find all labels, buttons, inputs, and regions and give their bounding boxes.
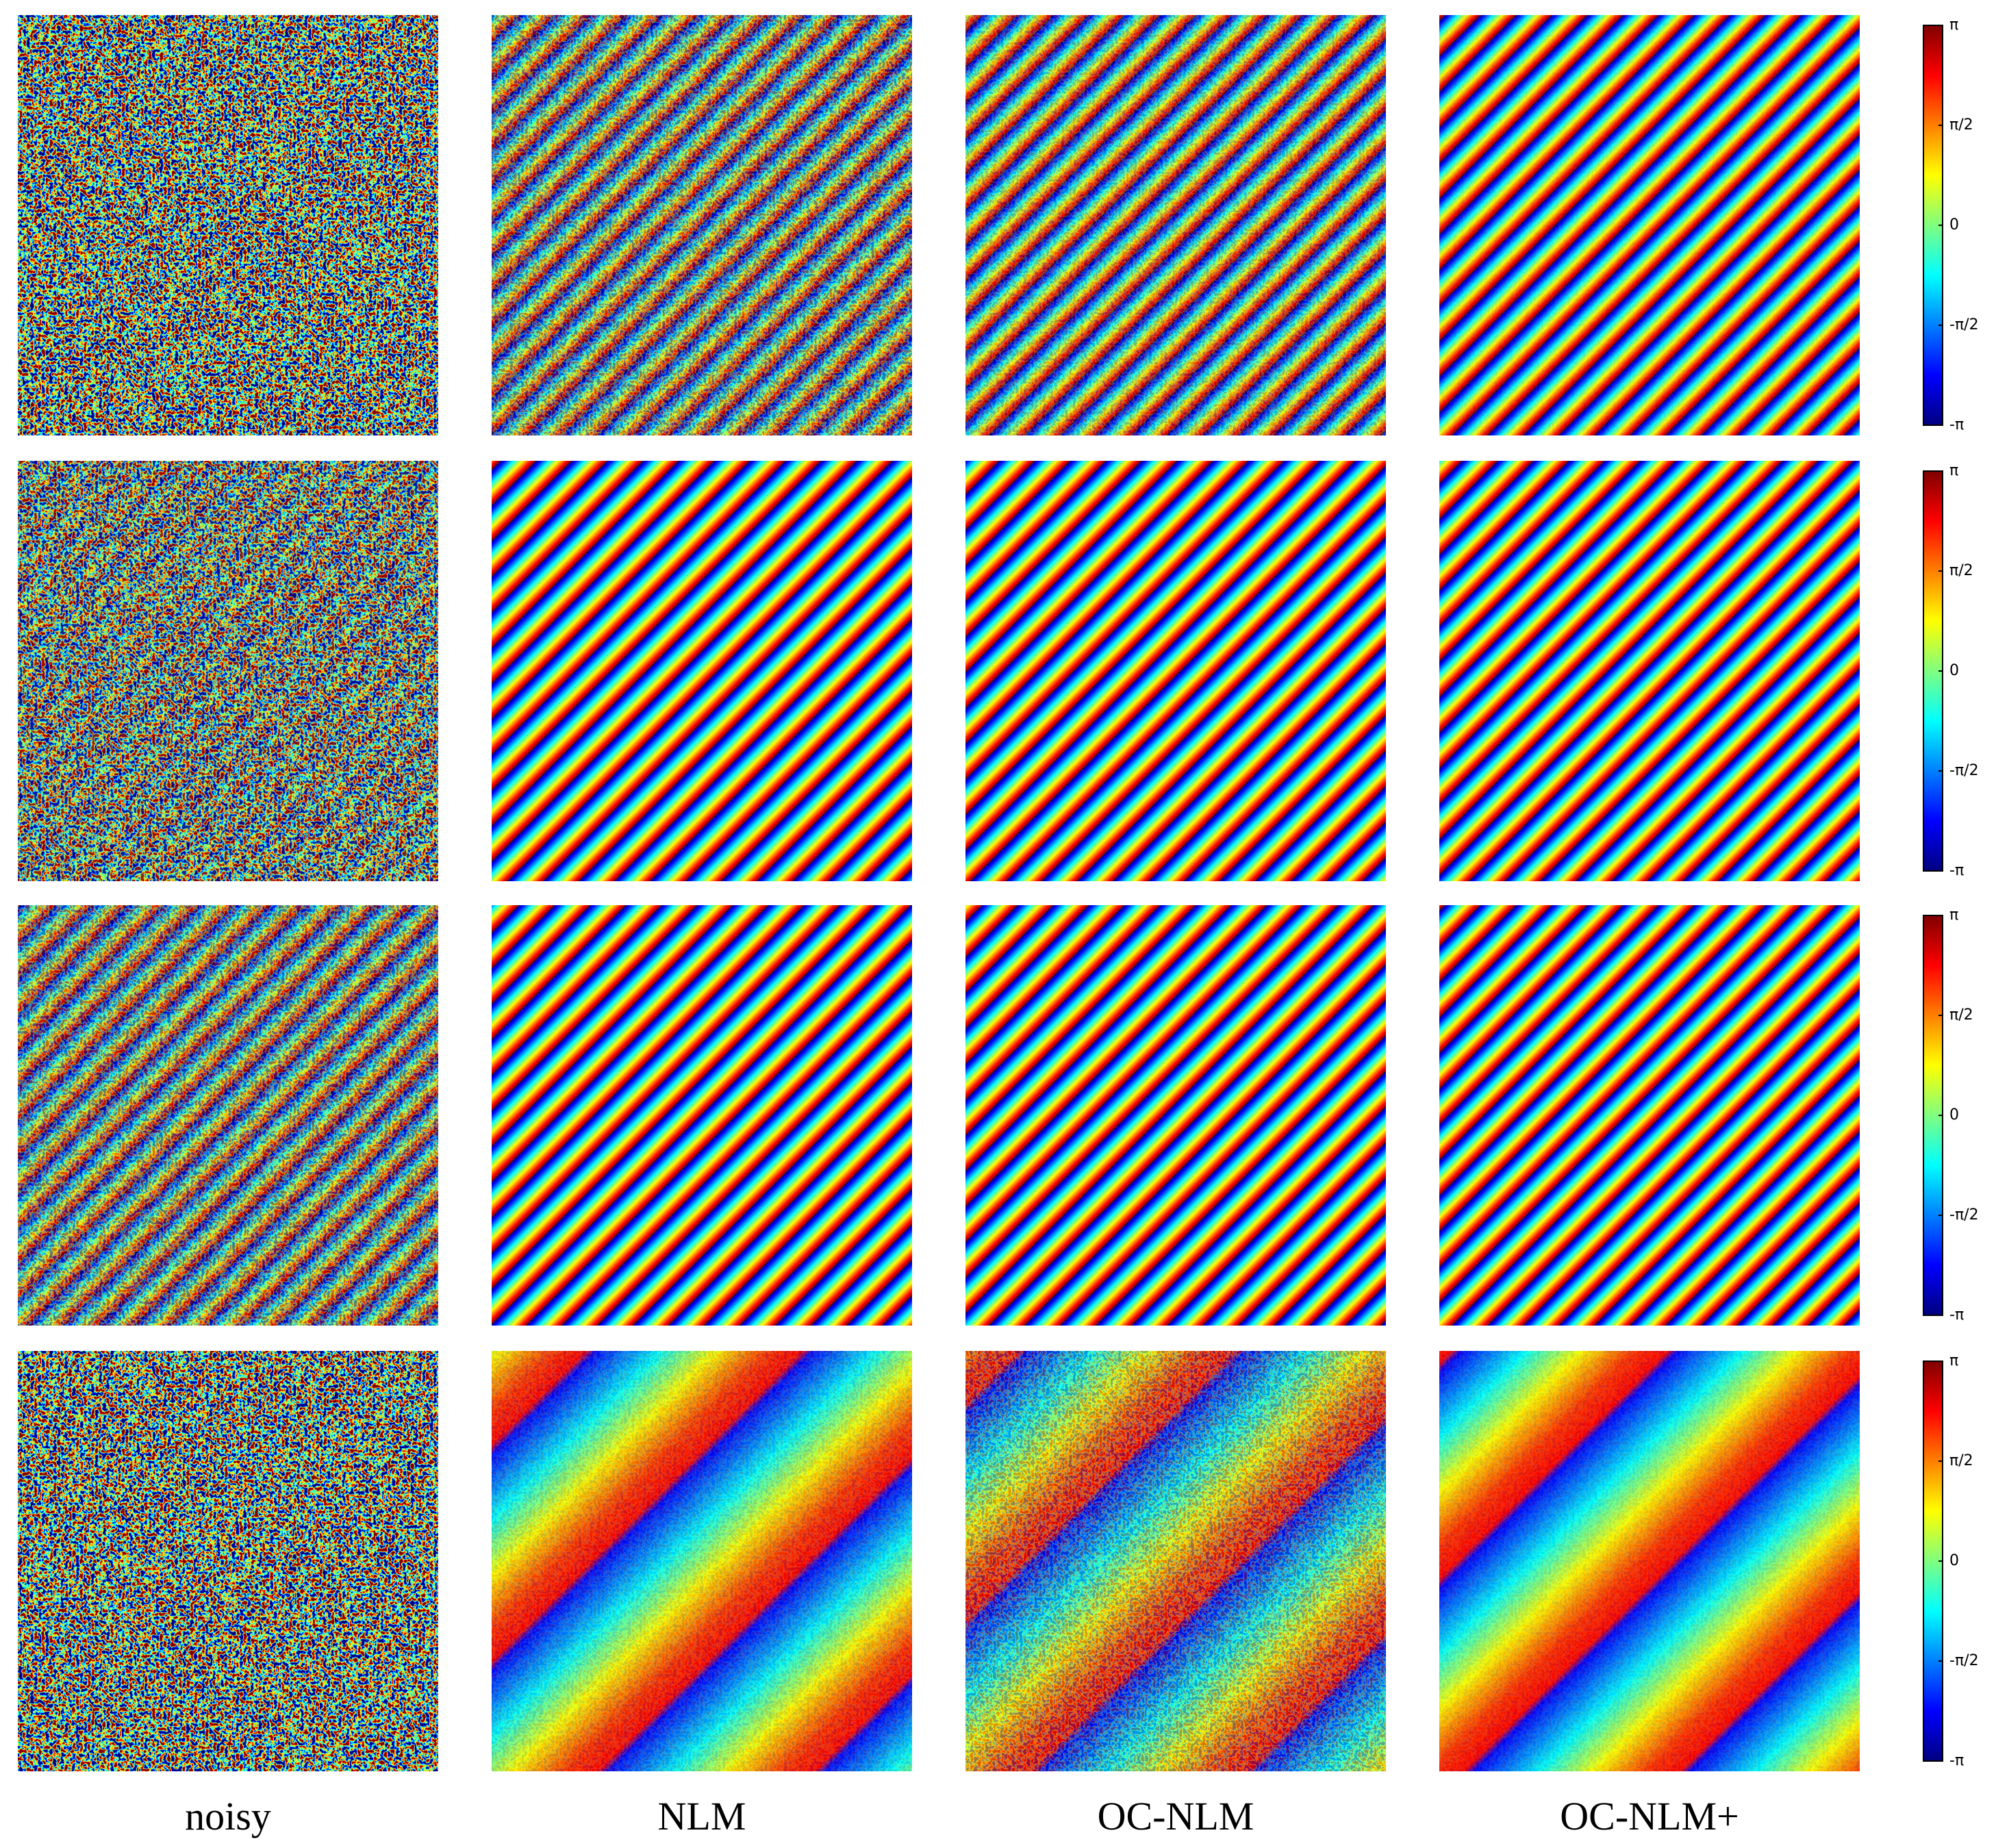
colorbar-tick-label: 0 [1949,1106,1959,1124]
phase-base [1439,461,1860,881]
phase-image [965,15,1386,435]
colorbar-tick-label: -π [1949,416,1964,433]
colorbar-tick-label: π/2 [1949,1007,1973,1024]
colorbar-tick-label: -π/2 [1949,1652,1979,1669]
phase-image [965,905,1386,1326]
column-label: noisy [185,1794,271,1838]
colorbar-tick-label: -π [1949,862,1964,879]
phase-image [18,15,438,435]
colorbar-tick-label: π/2 [1949,116,1973,134]
phase-noise [492,15,912,435]
phase-base [1439,905,1860,1326]
phase-noise [492,1351,912,1771]
phase-image [18,1351,438,1771]
phase-noise [18,1351,438,1771]
phase-image [1439,1351,1860,1771]
phase-base [492,461,912,881]
phase-image [18,461,438,881]
colorbar-tick-label: π/2 [1949,562,1973,579]
phase-base [492,905,912,1326]
phase-noise [1439,15,1860,435]
phase-noise [18,905,438,1326]
colorbar-tick-label: -π/2 [1949,762,1979,779]
phase-noise [18,15,438,435]
phase-noise [965,1351,1386,1771]
column-label: OC-NLM+ [1560,1794,1739,1838]
phase-image [1439,461,1860,881]
phase-noise [1439,1351,1860,1771]
column-label: OC-NLM [1098,1794,1254,1838]
phase-noise [965,15,1386,435]
colorbar-tick-label: -π/2 [1949,316,1979,333]
phase-image [492,461,912,881]
phase-image [492,15,912,435]
phase-image [492,905,912,1326]
column-label: NLM [658,1794,746,1838]
colorbar-tick-label: 0 [1949,1552,1959,1569]
colorbar-tick-label: π/2 [1949,1452,1973,1469]
colorbar-tick-label: π [1949,16,1958,34]
phase-image [492,1351,912,1771]
colorbar-tick-label: 0 [1949,662,1959,679]
phase-base [965,461,1386,881]
colorbar-tick-label: π [1949,907,1958,924]
phase-image [965,461,1386,881]
colorbar-tick-label: 0 [1949,216,1959,233]
colorbar-tick-label: π [1949,462,1958,479]
phase-base [965,905,1386,1326]
colorbar-tick-label: π [1949,1352,1958,1369]
colorbar-tick-label: -π [1949,1752,1964,1769]
phase-image [965,1351,1386,1771]
colorbar-tick-label: -π [1949,1306,1964,1324]
colorbar-tick-label: -π/2 [1949,1206,1979,1224]
phase-image [18,905,438,1326]
phase-image [1439,905,1860,1326]
phase-image [1439,15,1860,435]
phase-noise [18,461,438,881]
